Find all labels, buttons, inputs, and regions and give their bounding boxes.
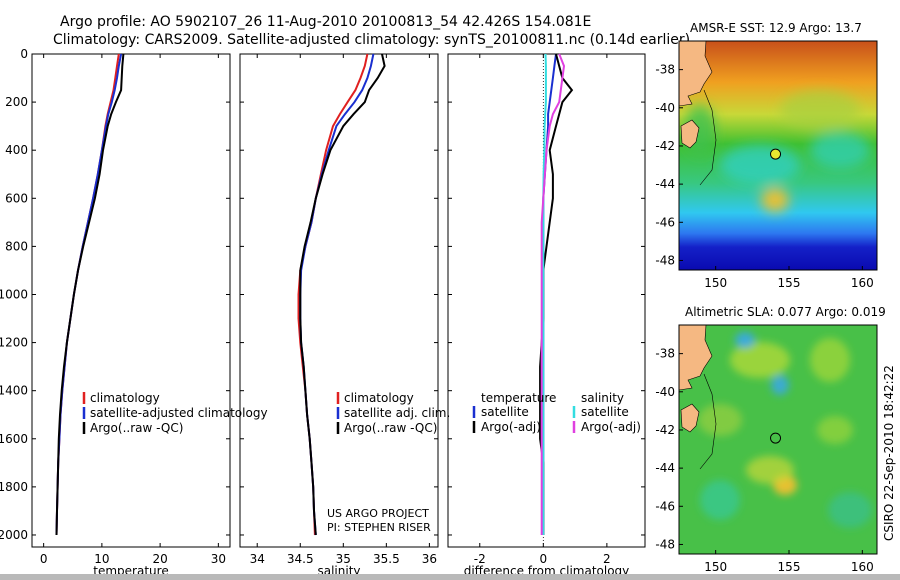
sst-map-title: AMSR-E SST: 12.9 Argo: 13.7 (690, 21, 862, 35)
y-tick-label: 1400 (0, 384, 28, 398)
legend-label-satellite: satellite adj. clim. (344, 406, 450, 420)
y-tick-label: 400 (5, 143, 28, 157)
sla-float-marker (770, 432, 782, 444)
legend-label-satellite: satellite-adjusted climatology (90, 406, 268, 420)
x-tick-label: 34 (250, 552, 265, 566)
side-timestamp-label: CSIRO 22-Sep-2010 18:42:22 (882, 365, 896, 541)
y-tick-label: 0 (20, 47, 28, 61)
y-tick-label: 1800 (0, 480, 28, 494)
x-tick-label: -2 (474, 552, 486, 566)
legend-label-temp-argo: Argo(-adj) (481, 420, 541, 434)
x-tick-label: 34.5 (287, 552, 314, 566)
legend-label-argo: Argo(..raw -QC) (90, 421, 183, 435)
map-y-tick-label: -42 (655, 139, 675, 153)
sla-map (679, 325, 877, 554)
y-tick-label: 1200 (0, 336, 28, 350)
sst-map-frame (678, 40, 878, 271)
sst-map-axes: 150 155 160 -38 -40 -42 -44 -46 -48 (655, 63, 873, 290)
sst-float-marker (770, 148, 782, 160)
map-x-tick-label: 160 (851, 276, 874, 290)
sla-map-axes: 150 155 160 -38 -40 -42 -44 -46 -48 (655, 347, 873, 574)
x-tick-label: 30 (211, 552, 226, 566)
temperature-plot-frame (31, 53, 231, 548)
map-x-tick-label: 150 (704, 276, 727, 290)
series-line-salinity-argo-adj- (540, 53, 566, 535)
sla-map-frame (678, 324, 878, 555)
x-tick-label: 0 (40, 552, 48, 566)
land-mainland (679, 325, 713, 391)
series-line-argo-raw-qc- (299, 53, 386, 536)
map-y-tick-label: -44 (655, 461, 675, 475)
figure-title-line2: Climatology: CARS2009. Satellite-adjuste… (53, 32, 690, 48)
x-tick-label: 10 (94, 552, 109, 566)
map-y-tick-label: -38 (655, 347, 675, 361)
y-tick-label: 1000 (0, 287, 28, 301)
x-tick-label: 35.5 (373, 552, 400, 566)
land-tasmania (680, 403, 700, 433)
sla-map-title: Altimetric SLA: 0.077 Argo: 0.019 (685, 305, 886, 319)
map-x-tick-label: 160 (851, 560, 874, 574)
temperature-panel: 0 10 20 30 0 200 400 600 800 1000 1200 1400 1600 1800… (0, 47, 231, 578)
annotation-project: US ARGO PROJECT (327, 507, 429, 520)
map-y-tick-label: -48 (655, 537, 675, 551)
map-x-tick-label: 155 (778, 276, 801, 290)
legend-label-argo: Argo(..raw -QC) (344, 421, 437, 435)
y-tick-label: 200 (5, 95, 28, 109)
map-x-tick-label: 155 (778, 560, 801, 574)
map-x-tick-label: 150 (704, 560, 727, 574)
figure-title-line1: Argo profile: AO 5902107_26 11-Aug-2010 … (60, 14, 591, 30)
y-tick-label: 800 (5, 239, 28, 253)
shelf-contour (699, 89, 717, 186)
land-tasmania (680, 119, 700, 149)
map-y-tick-label: -44 (655, 177, 675, 191)
shelf-contour (699, 373, 717, 470)
legend-label-climatology: climatology (90, 391, 160, 405)
legend-label-temp-satellite: satellite (481, 405, 529, 419)
y-tick-label: 1600 (0, 432, 28, 446)
legend-label-sal-argo: Argo(-adj) (581, 420, 641, 434)
series-line-argo-raw-qc- (55, 53, 125, 536)
x-tick-label: 2 (603, 552, 611, 566)
map-y-tick-label: -38 (655, 63, 675, 77)
legend-heading-salinity: salinity (581, 391, 624, 405)
legend-heading-temperature: temperature (481, 391, 556, 405)
difference-legend: temperature salinity satellite Argo(-adj… (472, 391, 641, 434)
map-y-tick-label: -40 (655, 101, 675, 115)
y-tick-label: 2000 (0, 528, 28, 542)
map-y-tick-label: -48 (655, 253, 675, 267)
difference-plot-frame (447, 53, 646, 548)
map-y-tick-label: -42 (655, 423, 675, 437)
salinity-plot-frame (239, 53, 439, 548)
map-y-tick-label: -40 (655, 385, 675, 399)
map-y-tick-label: -46 (655, 215, 675, 229)
legend-label-climatology: climatology (344, 391, 414, 405)
legend-label-sal-satellite: satellite (581, 405, 629, 419)
x-tick-label: 0 (540, 552, 548, 566)
annotation-pi: PI: STEPHEN RISER (327, 521, 431, 534)
window-bottom-bar (0, 574, 900, 580)
y-tick-label: 600 (5, 191, 28, 205)
x-tick-label: 35 (336, 552, 351, 566)
series-line-temperature-argo-adj- (539, 53, 574, 535)
map-y-tick-label: -46 (655, 499, 675, 513)
salinity-legend: climatology satellite adj. clim. Argo(..… (327, 391, 450, 534)
x-tick-label: 20 (152, 552, 167, 566)
land-mainland (679, 41, 713, 107)
series-line-salinity-satellite (542, 53, 547, 535)
temperature-legend: climatology satellite-adjusted climatolo… (82, 391, 268, 435)
x-tick-label: 36 (422, 552, 437, 566)
